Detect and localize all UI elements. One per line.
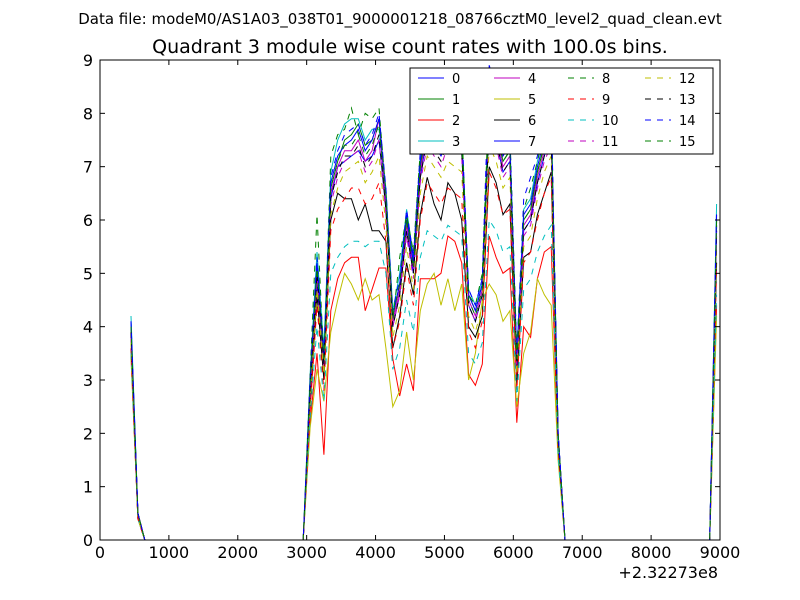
y-tick-label: 1 <box>83 478 93 497</box>
legend-label-7: 7 <box>528 135 536 150</box>
legend-label-8: 8 <box>602 72 610 87</box>
x-tick-label: 3000 <box>286 543 327 562</box>
series-line-13 <box>130 123 718 541</box>
y-tick-label: 2 <box>83 424 93 443</box>
legend-label-12: 12 <box>679 72 696 87</box>
legend-label-2: 2 <box>452 114 460 129</box>
series-line-12 <box>130 145 718 541</box>
series-line-7 <box>130 102 718 541</box>
y-tick-label: 4 <box>83 318 93 337</box>
legend-label-5: 5 <box>528 93 536 108</box>
y-tick-label: 6 <box>83 211 93 230</box>
series-line-1 <box>130 107 718 541</box>
x-tick-label: 7000 <box>562 543 603 562</box>
x-tick-label: 2000 <box>217 543 258 562</box>
legend-label-0: 0 <box>452 72 460 87</box>
legend-label-14: 14 <box>679 114 696 129</box>
legend-label-15: 15 <box>679 135 696 150</box>
x-tick-label: 6000 <box>493 543 534 562</box>
x-tick-label: 9000 <box>700 543 741 562</box>
legend-label-11: 11 <box>602 135 619 150</box>
series-line-11 <box>130 129 718 541</box>
series-line-8 <box>130 91 718 541</box>
y-tick-label: 8 <box>83 104 93 123</box>
plot-frame <box>99 59 721 541</box>
series-line-0 <box>130 118 718 541</box>
y-tick-label: 0 <box>83 531 93 550</box>
legend-label-4: 4 <box>528 72 536 87</box>
legend-label-3: 3 <box>452 135 460 150</box>
legend-label-1: 1 <box>452 93 460 108</box>
legend-box <box>409 67 714 155</box>
y-tick-label: 9 <box>83 51 93 70</box>
tick-layer: 0 1000 2000 3000 4000 5000 6000 7000 8000 9000012… <box>83 51 741 562</box>
series-line-3 <box>130 102 718 541</box>
y-tick-label: 5 <box>83 264 93 283</box>
x-tick-label: 8000 <box>631 543 672 562</box>
series-line-10 <box>130 218 718 541</box>
x-offset-label: +2.32273e8 <box>618 563 718 582</box>
y-tick-label: 3 <box>83 371 93 390</box>
legend-label-6: 6 <box>528 114 536 129</box>
series-line-4 <box>130 113 718 541</box>
chart-title: Quadrant 3 module wise count rates with … <box>152 36 668 58</box>
legend-label-9: 9 <box>602 93 610 108</box>
x-tick-label: 4000 <box>355 543 396 562</box>
series-line-15 <box>130 107 718 541</box>
x-tick-label: 5000 <box>424 543 465 562</box>
series-line-5 <box>130 272 718 541</box>
x-tick-label: 0 <box>95 543 105 562</box>
series-line-2 <box>130 235 718 541</box>
series-line-6 <box>130 166 718 541</box>
figure-suptitle: Data file: modeM0/AS1A03_038T01_90000012… <box>78 10 722 28</box>
series-line-9 <box>130 171 718 541</box>
y-tick-label: 7 <box>83 158 93 177</box>
legend-label-13: 13 <box>679 93 696 108</box>
x-tick-label: 1000 <box>149 543 190 562</box>
legend-label-10: 10 <box>602 114 619 129</box>
